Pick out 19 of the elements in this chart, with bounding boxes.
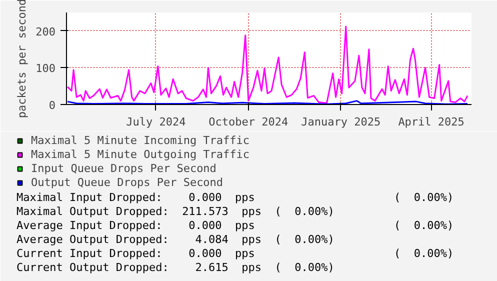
x-tick-label: July 2024 [126,116,186,128]
x-tick-label: January 2025 [301,116,381,128]
y-tick-label: 0 [48,99,56,112]
x-tick-label: April 2025 [398,116,464,128]
y-tick-label: 100 [36,62,56,76]
x-tick-label: October 2024 [208,116,289,128]
text: Maximal Output Dropped: 211.573 pps ( 0.00%) [16,205,334,218]
text: Current Input Dropped: 0.000 pps ( 0.00%) [16,247,454,260]
line-series [66,26,468,104]
legend-label: Input Queue Drops Per Second [31,161,216,175]
text: Average Output Dropped: 4.084 pps ( 0.00%) [16,233,334,246]
y-axis-title: packets per second [16,0,29,118]
legend-label: Maximal 5 Minute Outgoing Traffic [31,147,250,161]
text: Average Input Dropped: 0.000 pps ( 0.00%) [16,219,454,232]
legend-label: Maximal 5 Minute Incoming Traffic [31,133,250,147]
legend-label: Output Queue Drops Per Second [31,175,224,189]
y-tick-label: 200 [36,25,56,38]
text: Current Output Dropped: 2.615 pps ( 0.00%) [16,261,334,274]
text: Maximal Input Dropped: 0.000 pps ( 0.00%) [16,191,454,204]
